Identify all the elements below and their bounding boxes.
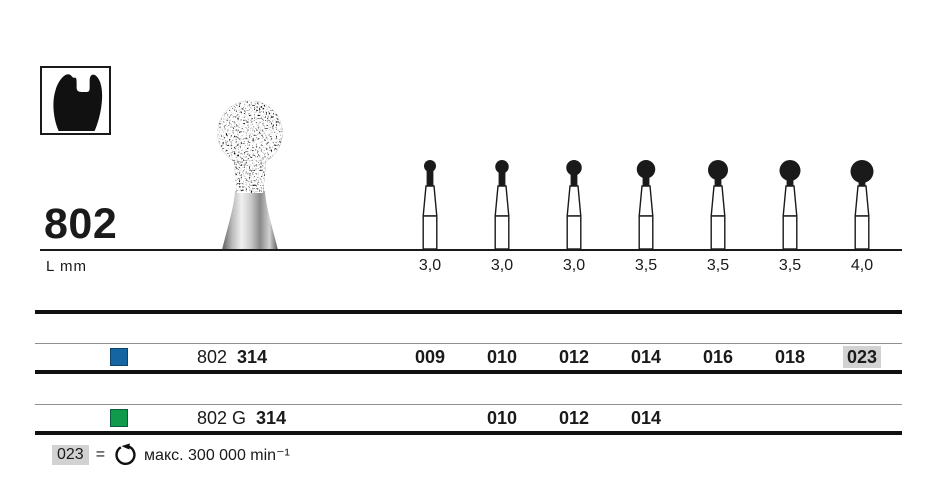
table-row: 802 G 314 010 012 014 [0,405,935,431]
product-code: 802 314 [197,344,267,370]
shank-code: 314 [237,347,268,367]
application-pictogram [40,66,111,135]
size-cell: 010 [486,408,518,428]
size-cell: 023 [826,344,898,370]
bur-product-photo [206,95,294,250]
shank-code: 314 [256,408,287,428]
bur-figure-2 [487,155,517,250]
diamond-round-bur-photo [217,100,283,250]
table-rule-bottom [35,431,902,435]
size-cell: 016 [702,347,734,367]
bur-figure-1 [415,155,445,250]
product-number: 802 [197,347,228,367]
length-label: 3,5 [778,257,802,274]
length-label: 3,5 [634,257,658,274]
size-cell: 014 [630,347,662,367]
baseline-rule [40,249,902,251]
bur-figure-5 [703,155,733,250]
equals-sign: = [95,446,106,463]
size-cell: 009 [414,347,446,367]
figure-number: 802 [44,200,118,248]
size-cell: 014 [630,408,662,428]
bur-diagram-row: 3,0 3,0 3,0 3,5 3,5 3,5 4,0 [415,155,877,274]
footnote: 023 = макс. 300 000 min⁻¹ [52,441,290,469]
size-cell: 018 [774,347,806,367]
size-cell: 012 [558,347,590,367]
size-cell: 012 [558,408,590,428]
bur-figure-7 [847,155,877,250]
shank-color-swatch-green [110,409,128,427]
table-rule-thin [35,343,902,344]
footnote-text: макс. 300 000 min⁻¹ [144,447,290,464]
bur-figure-3 [559,155,589,250]
length-label: 3,0 [562,257,586,274]
table-rule-mid [35,370,902,374]
table-rule-thin [35,404,902,405]
length-label: 4,0 [850,257,874,274]
product-code: 802 G 314 [197,405,286,431]
length-label: 3,5 [706,257,730,274]
footnote-size-badge: 023 [52,445,89,465]
tooth-cavity-icon [52,74,102,131]
size-cell: 010 [486,347,518,367]
bur-figure-6 [775,155,805,250]
length-label: 3,0 [418,257,442,274]
table-row: 802 314 009 010 012 014 016 018 023 [0,344,935,370]
length-label: 3,0 [490,257,514,274]
length-axis-label: L mm [46,258,87,275]
max-rotation-speed-icon [115,442,136,465]
shank-color-swatch-blue [110,348,128,366]
product-number: 802 G [197,408,247,428]
table-rule-top [35,310,902,314]
highlighted-size: 023 [842,346,882,368]
bur-figure-4 [631,155,661,250]
